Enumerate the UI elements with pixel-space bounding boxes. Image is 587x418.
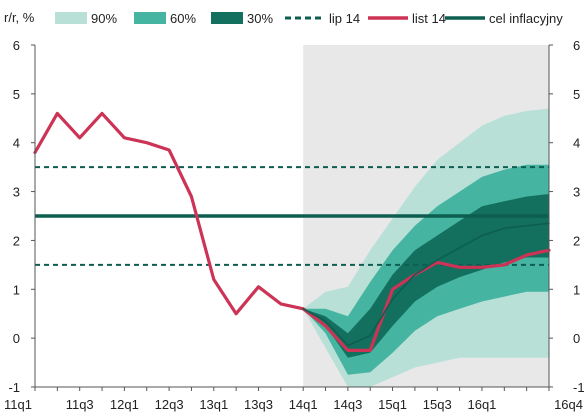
x-tick-label: 14q3 xyxy=(333,397,362,412)
y-tick-label-right: 1 xyxy=(573,282,580,297)
y-tick-label: 4 xyxy=(13,136,20,151)
legend-item: 90% xyxy=(55,11,117,26)
legend-swatch xyxy=(55,12,87,24)
series-line-lip-14 xyxy=(302,222,550,347)
y-tick-label-right: 4 xyxy=(573,136,580,151)
x-tick-label: 16q4 xyxy=(554,397,583,412)
y-tick-label: 6 xyxy=(13,38,20,53)
x-tick-label: 13q3 xyxy=(244,397,273,412)
x-tick-label: 15q1 xyxy=(378,397,407,412)
fan-band-30 xyxy=(303,194,549,358)
legend-label: lip 14 xyxy=(329,11,360,26)
x-tick-label: 11q3 xyxy=(66,397,94,412)
y-axis-label: r/r, % xyxy=(4,10,35,25)
legend-item: cel inflacyjny xyxy=(445,11,563,26)
y-tick-label-right: 0 xyxy=(573,331,580,346)
legend-item: 60% xyxy=(134,11,196,26)
legend-item: 30% xyxy=(211,11,273,26)
y-tick-label-right: 3 xyxy=(573,185,580,200)
legend-label: 30% xyxy=(247,11,273,26)
x-tick-label: 12q3 xyxy=(155,397,184,412)
legend-swatch xyxy=(134,12,166,24)
series-line-list-14 xyxy=(33,111,551,352)
plot-area: -1 -1 0 0 1 1 2 2 3 3 4 4 5 5 6 6 11q1 11q3 12q1 12q3 13q1 13… xyxy=(4,38,585,412)
y-tick-label-right: -1 xyxy=(573,380,585,395)
y-tick-label: 2 xyxy=(13,233,20,248)
x-tick-label: 12q1 xyxy=(110,397,139,412)
y-tick-label-right: 5 xyxy=(573,87,580,102)
legend-item: list 14 xyxy=(368,11,446,26)
y-tick-label-right: 2 xyxy=(573,233,580,248)
legend-label: cel inflacyjny xyxy=(489,11,563,26)
x-tick-label: 14q1 xyxy=(289,397,318,412)
legend-label: list 14 xyxy=(412,11,446,26)
legend-label: 60% xyxy=(170,11,196,26)
x-tick-label: 16q1 xyxy=(467,397,496,412)
y-tick-label: 3 xyxy=(13,185,20,200)
y-tick-label: 5 xyxy=(13,87,20,102)
y-tick-label: 0 xyxy=(13,331,20,346)
y-tick-label: -1 xyxy=(8,380,20,395)
legend: 90% 60% 30% lip 14 list 14 cel inflacyjny xyxy=(55,11,563,26)
legend-swatch xyxy=(211,12,243,24)
legend-item: lip 14 xyxy=(285,11,360,26)
y-tick-label-right: 6 xyxy=(573,38,580,53)
x-tick-label: 11q1 xyxy=(4,397,32,412)
y-tick-label: 1 xyxy=(13,282,20,297)
x-tick-label: 15q3 xyxy=(423,397,452,412)
x-tick-label: 13q1 xyxy=(199,397,228,412)
legend-label: 90% xyxy=(91,11,117,26)
